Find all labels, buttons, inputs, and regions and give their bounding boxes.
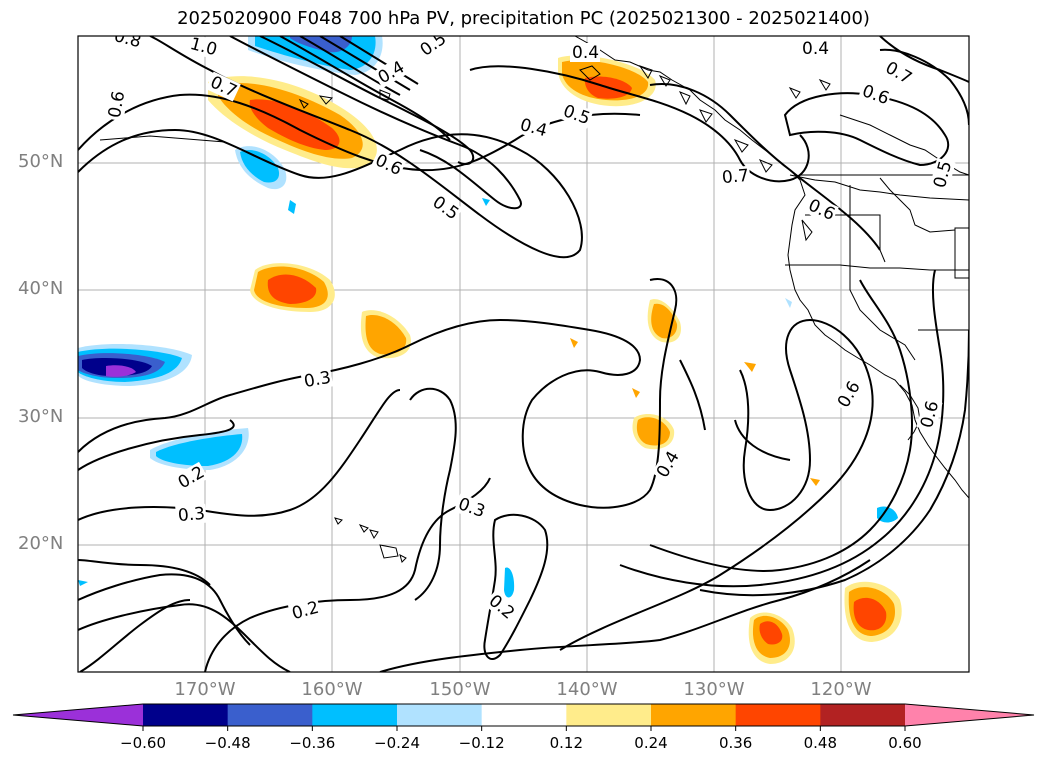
contour-label: 0.3 bbox=[177, 504, 206, 526]
pv-precip-map: 0.8 1.0 0.5 0.4 0.40.4 0.70.60.7 0.60.50.60.40… bbox=[77, 35, 970, 673]
colorbar-segment bbox=[566, 704, 652, 726]
colorbar-tick-label: 0.24 bbox=[634, 734, 668, 752]
contour-label: 0.6 bbox=[105, 89, 129, 119]
colorbar-extend-max bbox=[905, 704, 1034, 726]
colorbar-tick-label: −0.36 bbox=[289, 734, 336, 752]
colorbar-tick-label: 0.36 bbox=[718, 734, 753, 752]
colorbar-tick-label: 0.12 bbox=[549, 734, 584, 752]
colorbar-segment bbox=[481, 704, 567, 726]
gridlines bbox=[78, 36, 969, 672]
lon-label-140w: 140°W bbox=[556, 679, 618, 700]
colorbar-tick-label: −0.12 bbox=[458, 734, 505, 752]
lat-label-20n: 20°N bbox=[18, 533, 64, 554]
colorbar-segment bbox=[143, 704, 229, 726]
colorbar-segment bbox=[820, 704, 906, 726]
colorbar-segment bbox=[227, 704, 313, 726]
colorbar-extend-min bbox=[13, 704, 143, 726]
colorbar-segment bbox=[312, 704, 398, 726]
lon-label-170w: 170°W bbox=[174, 679, 236, 700]
contour-label: 0.4 bbox=[572, 43, 599, 63]
colorbar-segment bbox=[735, 704, 821, 726]
map-frame bbox=[77, 35, 970, 673]
map-title: 2025020900 F048 700 hPa PV, precipitatio… bbox=[177, 8, 870, 29]
contour-label: 0.3 bbox=[302, 368, 332, 392]
lon-label-130w: 130°W bbox=[683, 679, 745, 700]
colorbar-segment bbox=[651, 704, 737, 726]
colorbar-tick-label: 0.60 bbox=[888, 734, 922, 752]
lat-label-40n: 40°N bbox=[18, 278, 64, 299]
lat-label-30n: 30°N bbox=[18, 406, 64, 427]
contour-label: 0.7 bbox=[721, 166, 750, 188]
lat-label-50n: 50°N bbox=[18, 151, 64, 172]
colorbar-tick-label: −0.48 bbox=[204, 734, 251, 752]
coastlines bbox=[99, 36, 969, 563]
colorbar-segment bbox=[397, 704, 483, 726]
colorbar-tick-label: −0.60 bbox=[120, 734, 166, 752]
lon-label-150w: 150°W bbox=[429, 679, 491, 700]
precip-negative-anomalies bbox=[78, 36, 898, 598]
lon-label-120w: 120°W bbox=[810, 679, 872, 700]
colorbar-tick-label: 0.48 bbox=[803, 734, 838, 752]
contour-labels: 0.8 1.0 0.5 0.4 0.40.4 0.70.60.7 0.60.50.60.40… bbox=[104, 36, 956, 624]
lon-label-160w: 160°W bbox=[301, 679, 363, 700]
colorbar-tick-label: −0.24 bbox=[374, 734, 420, 752]
contour-label: 0.4 bbox=[802, 39, 829, 59]
